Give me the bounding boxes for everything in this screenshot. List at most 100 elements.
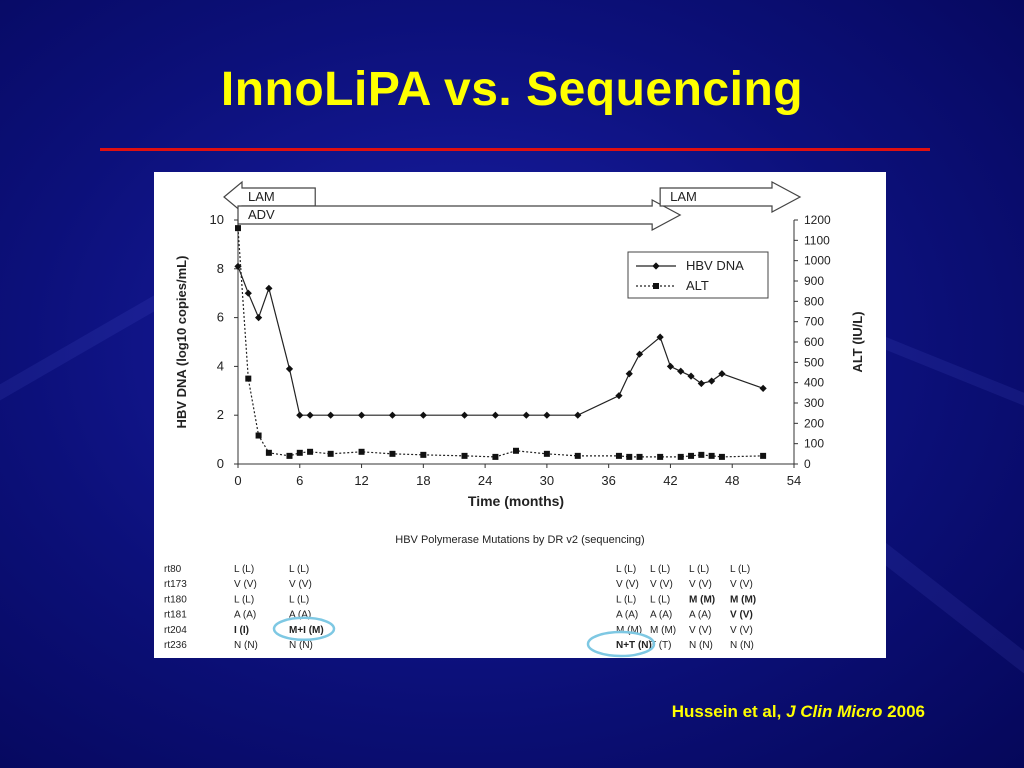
mutation-cell: V (V)	[616, 579, 639, 590]
x-axis-title: Time (months)	[468, 493, 564, 509]
x-tick-label: 0	[234, 473, 241, 488]
y-right-tick-label: 300	[804, 396, 824, 410]
data-point-alt	[574, 452, 581, 459]
data-point-hbv-dna	[254, 314, 263, 322]
mutation-cell: N (N)	[289, 640, 313, 651]
y-left-tick-label: 4	[217, 358, 224, 373]
mutation-cell: A (A)	[289, 610, 311, 621]
data-point-alt	[492, 453, 499, 460]
mutation-row-label: rt204	[164, 625, 187, 636]
mutation-cell: L (L)	[650, 594, 670, 605]
slide-title: InnoLiPA vs. Sequencing	[220, 63, 804, 116]
x-tick-label: 12	[354, 473, 368, 488]
x-tick-label: 36	[601, 473, 615, 488]
mutation-cell: N+T (N)	[616, 640, 652, 651]
data-point-alt	[286, 452, 293, 459]
data-point-alt	[708, 452, 715, 459]
mutation-table: HBV Polymerase Mutations by DR v2 (seque…	[164, 534, 756, 658]
data-point-alt	[296, 449, 303, 456]
treatment-bar-label: ADV	[248, 207, 275, 222]
legend-marker	[653, 283, 659, 289]
mutation-cell: L (L)	[616, 594, 636, 605]
figure-panel: LAM ADV LAM 0 6 12 18 24 30 36 42 48 54 0 2 4 6 8 10 0 100 2…	[154, 172, 886, 658]
data-point-hbv-dna	[265, 284, 273, 292]
mutation-cell: L (L)	[289, 594, 309, 605]
y-right-tick-label: 200	[804, 416, 824, 430]
mutation-cell: V (V)	[289, 579, 312, 590]
treatment-bar-lam	[659, 180, 802, 214]
data-point-hbv-dna	[460, 411, 469, 419]
mutation-cell: V (V)	[730, 610, 753, 621]
data-point-alt	[636, 453, 643, 460]
data-point-alt	[543, 450, 550, 457]
data-point-hbv-dna	[615, 392, 623, 400]
x-tick-label: 54	[787, 473, 801, 488]
mutation-cell: M+I (M)	[289, 625, 324, 636]
x-tick-label: 6	[296, 473, 303, 488]
mutation-row-label: rt80	[164, 564, 182, 575]
y-right-tick-label: 400	[804, 376, 824, 390]
data-point-alt	[265, 449, 272, 456]
y-right-tick-label: 600	[804, 335, 824, 349]
data-point-hbv-dna	[635, 350, 644, 358]
y-right-tick-label: 1100	[804, 233, 830, 247]
y-left-tick-label: 6	[217, 310, 224, 325]
y-right-tick-label: 800	[804, 294, 824, 308]
mutation-cell: L (L)	[234, 564, 254, 575]
data-point-hbv-dna	[285, 365, 294, 373]
data-point-alt	[698, 451, 705, 458]
data-point-hbv-dna	[759, 384, 767, 392]
mutation-cell: M (M)	[689, 594, 715, 605]
mutation-cell: V (V)	[650, 579, 673, 590]
data-point-alt	[688, 452, 695, 459]
data-point-alt	[389, 450, 396, 457]
title-underline	[100, 148, 930, 151]
mutation-cell: N (N)	[689, 640, 713, 651]
data-point-alt	[461, 452, 468, 459]
citation-journal: J Clin Micro	[786, 702, 883, 721]
data-point-hbv-dna	[656, 333, 664, 341]
data-point-alt	[626, 453, 633, 460]
x-tick-label: 30	[540, 473, 554, 488]
y-left-tick-label: 8	[217, 261, 224, 276]
legend-marker	[652, 262, 660, 270]
data-point-hbv-dna	[327, 411, 335, 419]
y-right-tick-label: 500	[804, 355, 824, 369]
mutation-cell: A (A)	[616, 610, 638, 621]
treatment-bar-adv	[237, 198, 682, 232]
chart-legend: HBV DNA ALT	[627, 251, 769, 299]
mutation-row-label: rt236	[164, 640, 187, 651]
legend-label: HBV DNA	[686, 258, 744, 273]
mutation-row-label: rt173	[164, 579, 187, 590]
treatment-bar-label: LAM	[248, 189, 275, 204]
data-point-hbv-dna	[491, 411, 500, 419]
data-point-alt	[358, 448, 365, 455]
data-point-alt	[327, 450, 334, 457]
mutation-cell: T (T)	[650, 640, 671, 651]
x-tick-label: 42	[663, 473, 677, 488]
data-point-hbv-dna	[419, 411, 427, 419]
data-point-alt	[255, 432, 262, 439]
mutation-cell: L (L)	[689, 564, 709, 575]
data-point-hbv-dna	[357, 411, 366, 419]
data-point-hbv-dna	[677, 367, 685, 375]
data-point-hbv-dna	[522, 411, 530, 419]
mutation-cell: M (M)	[650, 625, 676, 636]
y-right-tick-label: 100	[804, 437, 824, 451]
mutation-cell: V (V)	[689, 625, 712, 636]
data-point-alt	[307, 448, 314, 455]
chart-series	[234, 225, 767, 460]
treatment-bar-label: LAM	[670, 189, 697, 204]
y-left-tick-label: 10	[210, 212, 224, 227]
data-point-hbv-dna	[543, 411, 551, 419]
y-right-tick-label: 1200	[804, 213, 831, 227]
mutation-row-label: rt181	[164, 610, 187, 621]
chart-axes: 0 6 12 18 24 30 36 42 48 540246810010020030040050…	[174, 212, 865, 509]
data-point-hbv-dna	[296, 411, 304, 419]
y-right-tick-label: 0	[804, 457, 811, 471]
mutation-cell: L (L)	[289, 564, 309, 575]
mutation-cell: M (M)	[730, 594, 756, 605]
mutation-cell: V (V)	[730, 579, 753, 590]
highlight-circle	[586, 630, 656, 658]
mutation-cell: A (A)	[234, 610, 256, 621]
